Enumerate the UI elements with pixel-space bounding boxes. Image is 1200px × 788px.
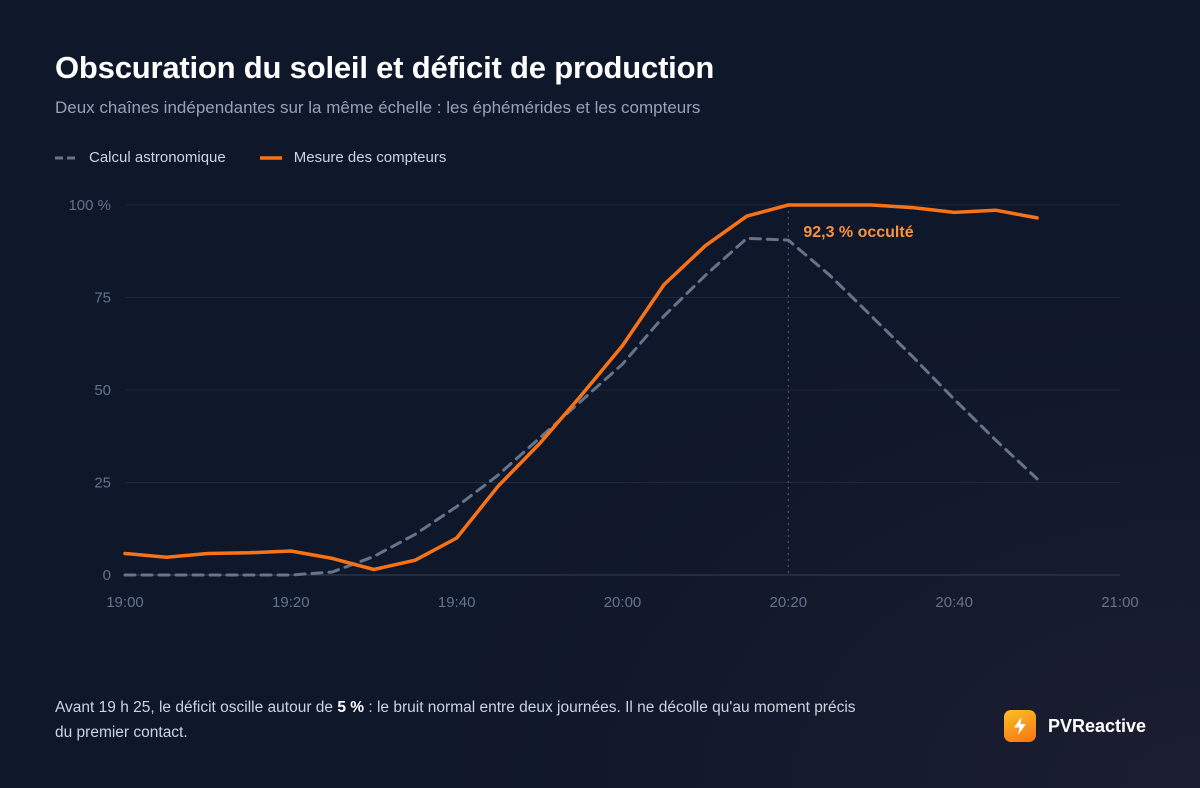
y-tick-label: 100 % [68,197,111,214]
brand-name: PVReactive [1048,715,1147,736]
legend-item-meter[interactable]: Mesure des compteurs [259,149,447,166]
y-tick-label: 25 [94,475,111,492]
bolt-icon [1004,710,1036,742]
series-line-meter [123,203,1039,572]
annotation-label: 92,3 % occulté [803,224,913,241]
brand[interactable]: PVReactive [1004,710,1146,742]
y-tick-label: 50 [94,382,111,399]
x-tick-label: 19:20 [272,594,310,611]
x-tick-label: 20:40 [935,594,973,611]
series-line-astro [123,236,1039,577]
y-tick-label: 75 [94,290,111,307]
footnote: Avant 19 h 25, le déficit oscille autour… [55,695,875,745]
x-tick-label: 20:20 [770,594,808,611]
footnote-text-1: Avant 19 h 25, le déficit oscille autour… [55,699,338,716]
x-tick-label: 19:40 [438,594,476,611]
footnote-bold: 5 % [337,699,365,716]
x-tick-label: 19:00 [106,594,144,611]
legend-label-astro: Calcul astronomique [89,149,226,166]
x-tick-label: 21:00 [1101,594,1139,611]
chart-legend: Calcul astronomique Mesure des compteurs [55,149,480,166]
footnote-text-2: : le bruit normal entre deux journées. I… [55,699,856,741]
line-chart: 0 25 50 75 100 % 19:00 19:20 19:40 20:00 20:20 20:… [68,197,1139,611]
legend-solid-swatch [259,155,282,160]
chart-title: Obscuration du soleil et déficit de prod… [55,50,715,85]
legend-label-meter: Mesure des compteurs [293,149,447,166]
x-tick-label: 20:00 [604,594,642,611]
y-tick-label: 0 [103,567,111,584]
legend-item-astro[interactable]: Calcul astronomique [55,149,226,166]
chart-subtitle: Deux chaînes indépendantes sur la même é… [55,98,701,117]
legend-dash-swatch [55,156,77,159]
